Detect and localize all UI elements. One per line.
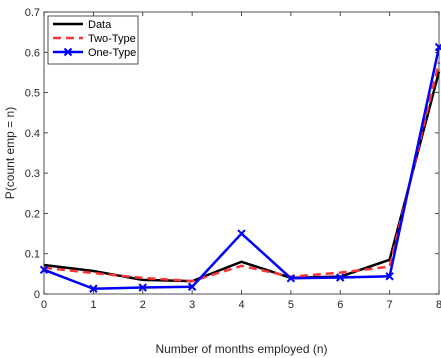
data-point [286,274,296,283]
x-tick-label: 3 [189,299,195,311]
legend-label: Two-Type [88,33,136,45]
y-tick-label: 0.2 [25,208,40,220]
x-tick-label: 7 [387,299,393,311]
y-tick-label: 0.5 [25,88,40,100]
y-axis-label: P(count emp = n) [3,107,17,199]
x-tick-label: 4 [238,299,244,311]
data-point [336,273,345,282]
ticks-layer: 0 1 2 3 4 5 6 7 8 0 0.1 0.2 0.3 0.4 0.5 0.6 0.7 [25,7,441,311]
y-tick-label: 0.4 [25,128,40,140]
series-line [43,62,441,283]
x-tick-label: 2 [140,299,146,311]
y-tick-label: 0.1 [25,249,40,261]
legend: Data Two-Type One-Type [47,15,139,65]
x-tick-label: 8 [436,299,441,311]
x-tick-label: 1 [90,299,96,311]
legend-label: Data [88,19,112,31]
legend-label: One-Type [88,47,136,59]
y-tick-label: 0.7 [25,7,40,19]
x-axis-label: Number of months employed (n) [155,342,327,356]
data-point [385,272,394,281]
x-tick-label: 5 [288,299,294,311]
series-two-type [43,62,441,283]
legend-entry: Two-Type [53,33,136,45]
data-point [187,282,197,291]
data-point [89,284,98,293]
data-point [237,229,246,238]
y-tick-label: 0.3 [25,168,40,180]
legend-entry: Data [53,19,112,31]
data-point [138,283,147,292]
y-tick-label: 0 [34,289,40,301]
y-tick-label: 0.6 [25,47,40,59]
x-tick-label: 0 [41,299,47,311]
x-tick-label: 6 [337,299,343,311]
legend-entry: One-Type [53,47,136,59]
